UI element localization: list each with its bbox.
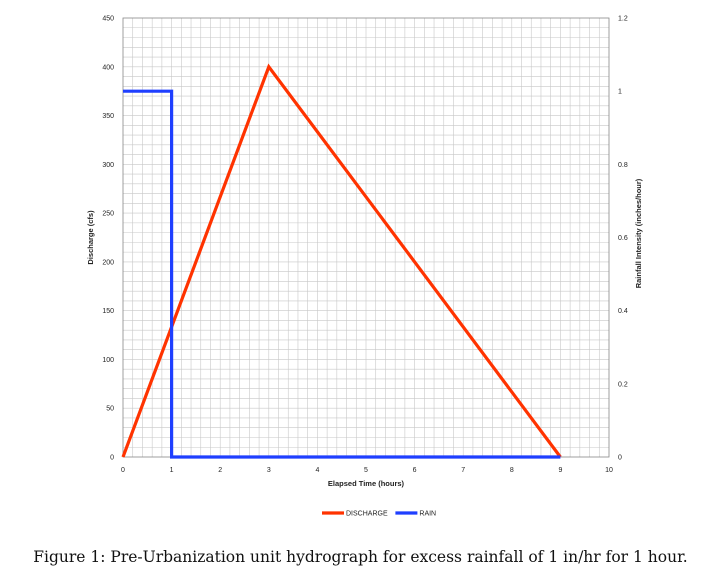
y-tick-label: 250 [102,211,114,218]
y2-tick-label: 0.6 [618,235,628,242]
x-tick-label: 5 [364,467,368,474]
y2-axis-title: Rainfall Intensity (inches/hour) [634,178,643,288]
grid-lines [123,18,609,457]
y-tick-label: 200 [102,259,114,266]
x-tick-label: 1 [170,467,174,474]
y2-tick-label: 0.4 [618,308,628,315]
x-tick-label: 9 [558,467,562,474]
x-tick-label: 2 [218,467,222,474]
x-axis-title: Elapsed Time (hours) [328,479,405,488]
y-tick-label: 350 [102,113,114,120]
series-lines [121,63,562,459]
x-tick-label: 7 [461,467,465,474]
y-tick-label: 100 [102,357,114,364]
x-tick-label: 4 [315,467,319,474]
y-tick-label: 300 [102,162,114,169]
series-line-rain [123,89,561,459]
y2-tick-label: 1.2 [618,16,628,23]
x-tick-label: 10 [605,467,613,474]
y2-tick-label: 1 [618,89,622,96]
tick-labels: 0 1 2 3 4 5 6 7 8 9 100501001502002503003504004500… [102,16,628,475]
hydrograph-chart: 0 1 2 3 4 5 6 7 8 9 100501001502002503003504004500… [86,16,643,518]
y-tick-label: 450 [102,16,114,23]
y2-tick-label: 0.8 [618,162,628,169]
x-tick-label: 8 [510,467,514,474]
legend-label-rain: RAIN [419,511,436,518]
y2-tick-label: 0 [618,455,622,462]
legend: DISCHARGE RAIN [322,511,436,518]
legend-label-discharge: DISCHARGE [346,511,388,518]
figure-caption: Figure 1: Pre-Urbanization unit hydrogra… [33,548,688,566]
x-tick-label: 6 [413,467,417,474]
x-tick-label: 0 [121,467,125,474]
x-tick-label: 3 [267,467,271,474]
y-tick-label: 50 [106,406,114,413]
y-axis-title: Discharge (cfs) [86,210,95,265]
y2-tick-label: 0.2 [618,381,628,388]
y-tick-label: 400 [102,64,114,71]
chart-area: 0 1 2 3 4 5 6 7 8 9 10 0 50 100 150 200 250 300 350 400 450 0… [86,16,643,518]
y-tick-label: 150 [102,308,114,315]
y-tick-label: 0 [110,455,114,462]
